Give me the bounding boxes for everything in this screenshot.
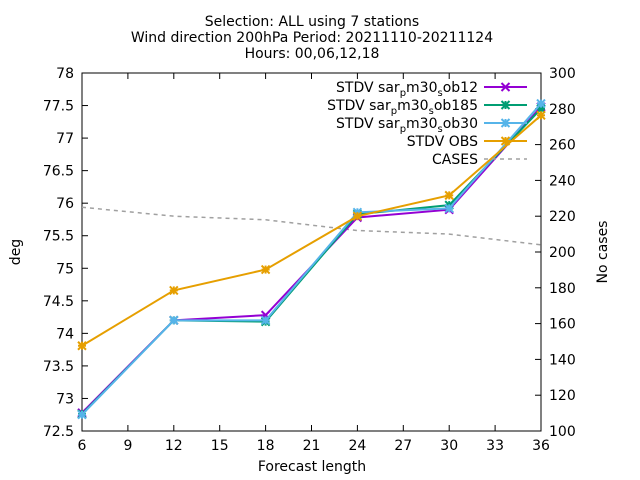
y-tick-label: 78 [56,66,74,82]
legend-label: STDV sarpm30sob185 [327,98,478,117]
x-tick-label: 12 [165,438,183,454]
y2-tick-label: 140 [549,352,576,368]
y-axis-label: deg [8,239,24,265]
chart-title-line: Hours: 00,06,12,18 [245,46,380,62]
legend-label: STDV sarpm30sob30 [336,116,478,135]
y2-tick-label: 100 [549,424,576,440]
y2-tick-label: 160 [549,317,576,333]
series-group [77,98,546,420]
y-tick-label: 74 [56,326,74,342]
x-tick-label: 24 [348,438,366,454]
x-tick-label: 33 [486,438,504,454]
y2-tick-label: 220 [549,209,576,225]
y-tick-label: 73 [56,391,74,407]
chart-title-line: Selection: ALL using 7 stations [205,14,419,30]
x-tick-label: 15 [211,438,229,454]
y-tick-label: 77 [56,131,74,147]
y-tick-label: 76 [56,196,74,212]
x-tick-label: 36 [532,438,550,454]
y-tick-label: 77.5 [43,99,74,115]
legend-label: CASES [432,152,478,168]
y-axis: 72.5 73 73.5 74 74.5 75 75.5 76 76.5 77 77.5 78 [43,66,88,440]
series-line [81,114,542,347]
y2-axis: 100 120 140 160 180 200 220 240 260 280 300 [535,66,576,440]
legend-label: STDV sarpm30sob12 [336,80,478,99]
x-axis: 6 9 12 15 18 21 24 27 30 33 36 [78,73,550,454]
x-tick-label: 30 [440,438,458,454]
y2-tick-label: 120 [549,388,576,404]
y2-tick-label: 200 [549,245,576,261]
series-3 [77,110,546,351]
y-tick-label: 76.5 [43,164,74,180]
y-tick-label: 72.5 [43,424,74,440]
y-tick-label: 75.5 [43,229,74,245]
x-tick-label: 6 [78,438,87,454]
x-axis-label: Forecast length [258,459,366,475]
series-4 [81,206,542,246]
y2-axis-label: No cases [595,221,611,284]
x-tick-label: 21 [303,438,321,454]
series-2 [77,98,546,420]
legend-label: STDV OBS [407,134,478,150]
y2-tick-label: 180 [549,281,576,297]
x-tick-label: 27 [394,438,412,454]
legend-marker [500,82,511,92]
y2-tick-label: 260 [549,138,576,154]
y-tick-label: 75 [56,261,74,277]
chart-title-line: Wind direction 200hPa Period: 20211110-2… [131,30,493,46]
y2-tick-label: 240 [549,173,576,189]
series-line [81,102,542,416]
y2-tick-label: 300 [549,66,576,82]
y2-tick-label: 280 [549,102,576,118]
series-line [81,206,542,246]
y-tick-label: 73.5 [43,359,74,375]
x-tick-label: 9 [123,438,132,454]
y-tick-label: 74.5 [43,294,74,310]
x-tick-label: 18 [257,438,275,454]
